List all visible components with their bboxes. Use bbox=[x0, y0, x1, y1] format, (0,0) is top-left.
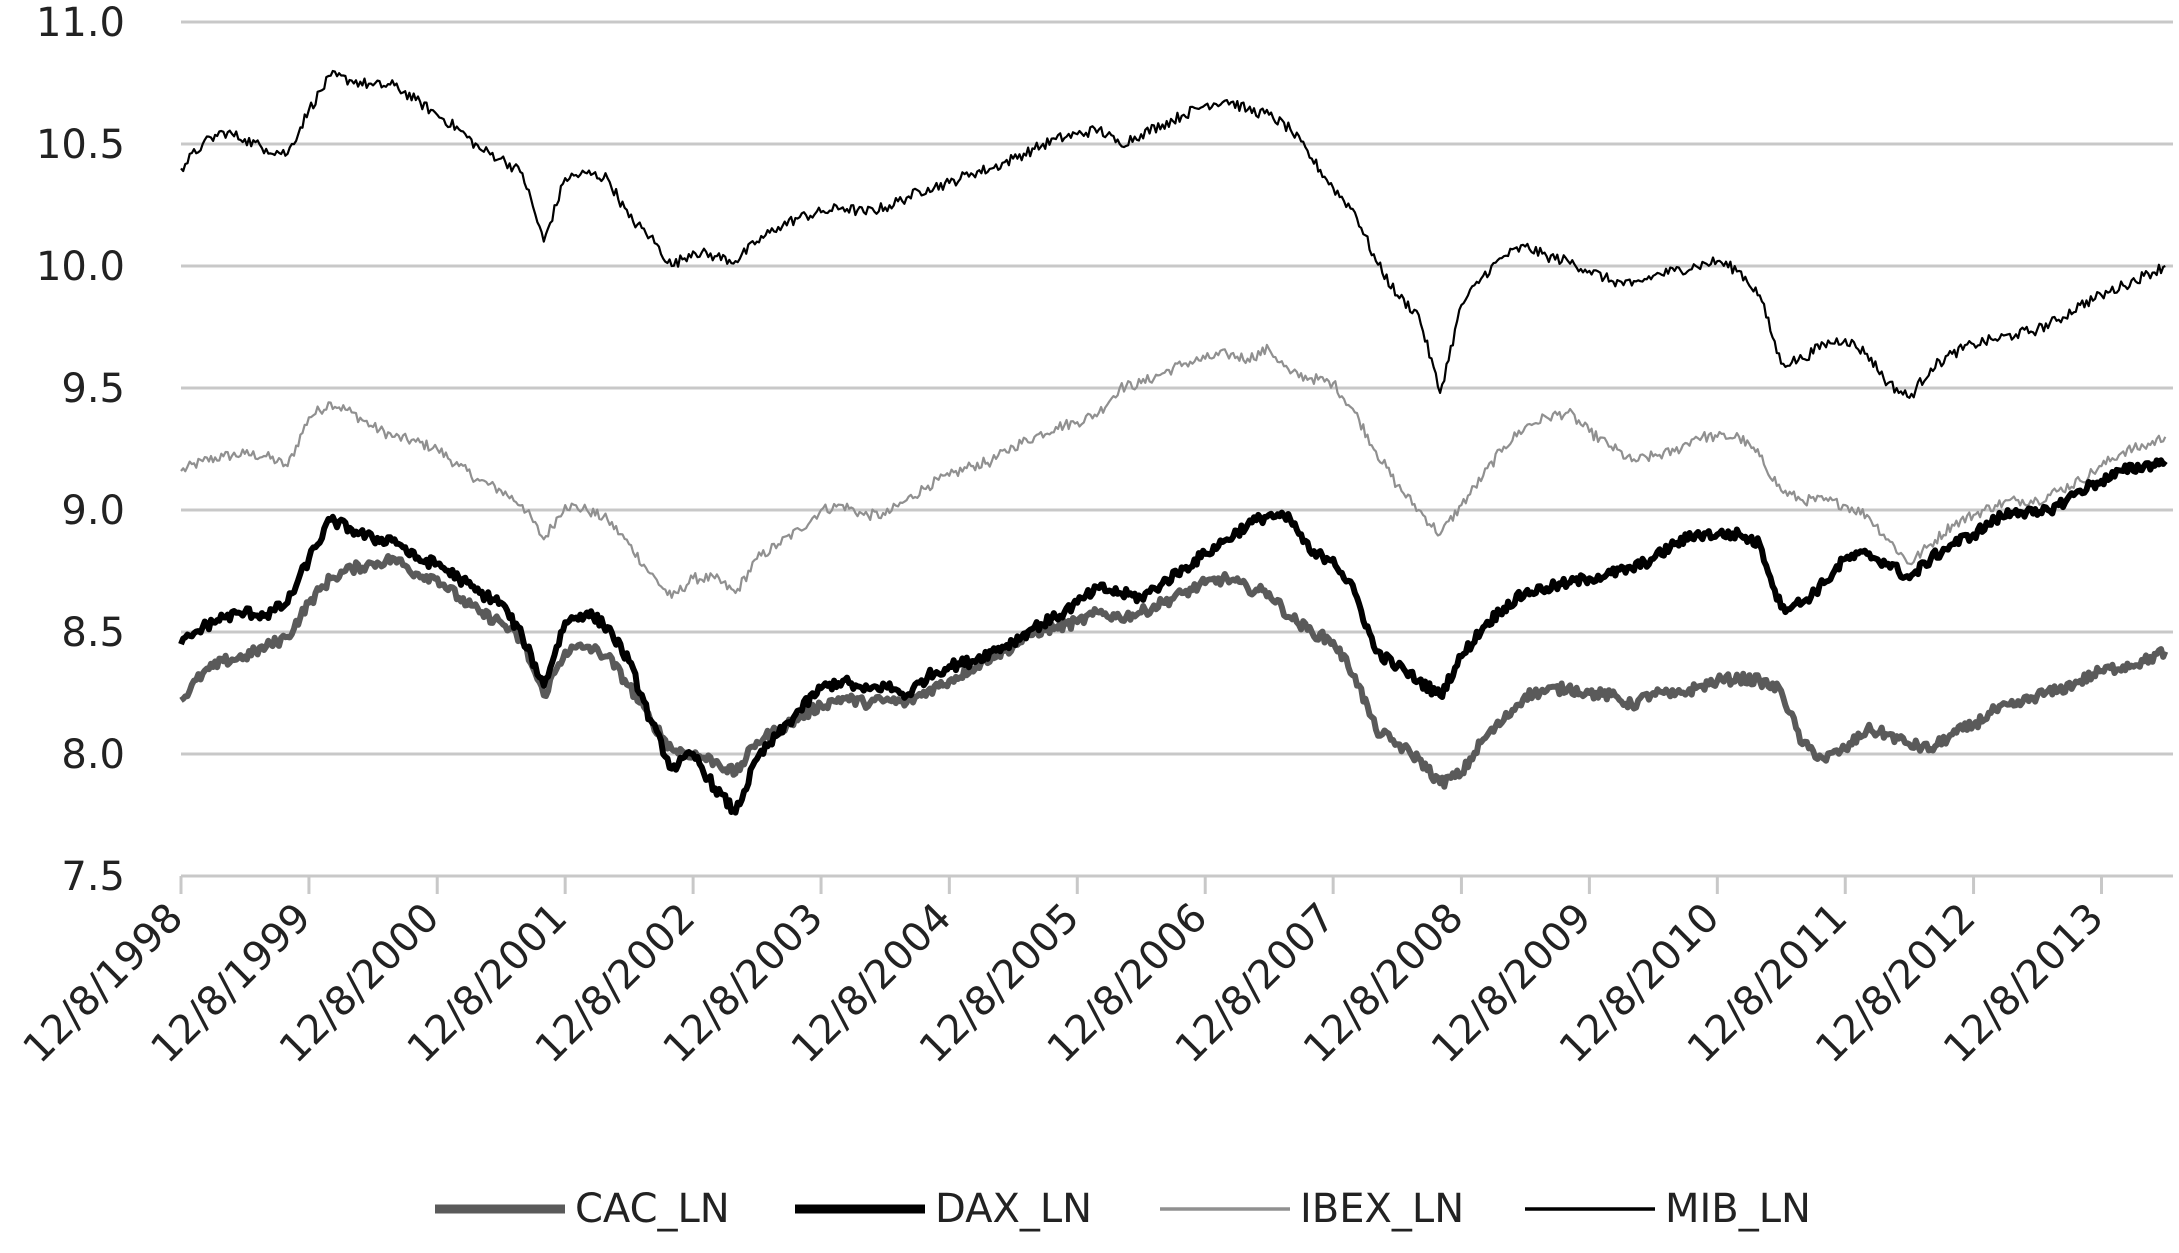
y-tick-label: 8.0 bbox=[61, 732, 125, 778]
series-line-mib-ln bbox=[180, 69, 2166, 399]
legend-label-mib-ln: MIB_LN bbox=[1665, 1186, 1811, 1232]
y-tick-label: 11.0 bbox=[36, 0, 125, 46]
y-tick-label: 10.0 bbox=[36, 244, 125, 290]
y-tick-label: 8.5 bbox=[61, 610, 125, 656]
legend-label-dax-ln: DAX_LN bbox=[935, 1186, 1092, 1232]
y-axis-tick-labels: 7.5 8.0 8.5 9.0 9.5 10.0 10.5 11.0 bbox=[36, 0, 125, 900]
y-tick-label: 9.0 bbox=[61, 488, 125, 534]
y-tick-label: 7.5 bbox=[61, 854, 125, 900]
legend-label-ibex-ln: IBEX_LN bbox=[1300, 1186, 1464, 1232]
x-axis bbox=[179, 874, 2173, 894]
y-tick-label: 10.5 bbox=[36, 122, 125, 168]
series-line-ibex-ln bbox=[180, 343, 2167, 599]
y-tick-label: 9.5 bbox=[61, 366, 125, 412]
gridlines bbox=[181, 20, 2173, 756]
series-lines bbox=[178, 69, 2169, 816]
series-line-dax-ln bbox=[178, 457, 2168, 816]
legend-label-cac-ln: CAC_LN bbox=[575, 1186, 730, 1232]
x-axis-tick-labels: 12/8/199812/8/199912/8/200012/8/200112/8… bbox=[15, 895, 2113, 1073]
legend: CAC_LN DAX_LN IBEX_LN MIB_LN bbox=[435, 1186, 1811, 1232]
